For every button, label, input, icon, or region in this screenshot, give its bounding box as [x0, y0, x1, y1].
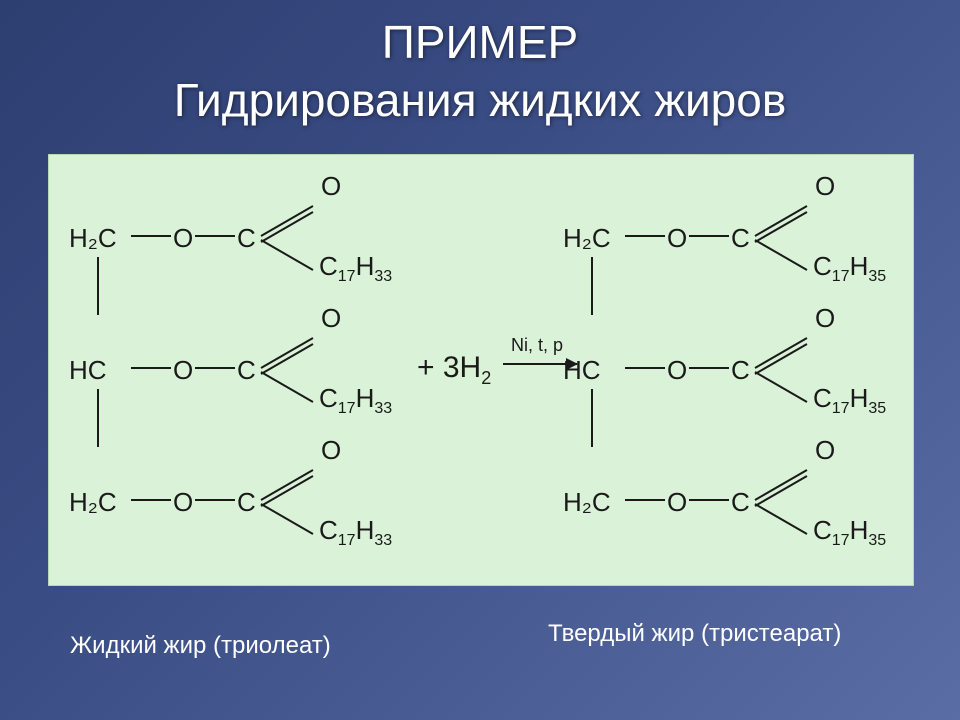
- bond: [625, 499, 665, 501]
- ester-branch: H₂C O C O C17H33: [69, 437, 399, 569]
- bond: [625, 235, 665, 237]
- alkyl-chain: C17H33: [319, 383, 392, 418]
- carbon-atom: C: [237, 355, 256, 386]
- double-bond: [755, 333, 811, 371]
- carbonyl-oxygen: O: [815, 435, 835, 466]
- carbon-atom: C: [731, 223, 750, 254]
- carbonyl-oxygen: O: [815, 303, 835, 334]
- double-bond: [261, 201, 317, 239]
- bond: [689, 367, 729, 369]
- bond: [755, 371, 808, 403]
- double-bond: [755, 201, 811, 239]
- bond: [131, 499, 171, 501]
- bond: [261, 503, 314, 535]
- ester-branch: H₂C O C O C17H35: [563, 437, 893, 569]
- backbone-atom: HC: [69, 355, 107, 386]
- slide: ПРИМЕР Гидрирования жидких жиров H₂C O C…: [0, 0, 960, 720]
- carbon-atom: C: [237, 487, 256, 518]
- double-bond: [261, 333, 317, 371]
- double-bond: [261, 465, 317, 503]
- carbon-atom: C: [731, 355, 750, 386]
- bond: [689, 235, 729, 237]
- ester-branch: HC O C O C17H33: [69, 305, 399, 437]
- reagent-hydrogen: + 3H2: [417, 351, 491, 389]
- backbone-atom: H₂C: [69, 487, 117, 518]
- alkyl-chain: C17H35: [813, 515, 886, 550]
- bond: [131, 367, 171, 369]
- bond: [261, 239, 314, 271]
- oxygen-atom: O: [173, 355, 193, 386]
- carbon-atom: C: [237, 223, 256, 254]
- caption-right: Твердый жир (тристеарат): [548, 620, 841, 648]
- oxygen-atom: O: [173, 223, 193, 254]
- bond: [689, 499, 729, 501]
- reaction-panel: H₂C O C O C17H33 HC O C O C17H33: [48, 154, 914, 586]
- bond: [261, 371, 314, 403]
- ester-branch: HC O C O C17H35: [563, 305, 893, 437]
- molecule-trioleate: H₂C O C O C17H33 HC O C O C17H33: [69, 173, 399, 569]
- backbone-atom: HC: [563, 355, 601, 386]
- title-line-1: ПРИМЕР: [0, 14, 960, 72]
- bond: [755, 239, 808, 271]
- molecule-tristearate: H₂C O C O C17H35 HC O C O C17H35: [563, 173, 893, 569]
- ester-branch: H₂C O C O C17H33: [69, 173, 399, 305]
- bond: [195, 367, 235, 369]
- backbone-atom: H₂C: [563, 487, 611, 518]
- alkyl-chain: C17H35: [813, 383, 886, 418]
- oxygen-atom: O: [173, 487, 193, 518]
- bond: [625, 367, 665, 369]
- oxygen-atom: O: [667, 487, 687, 518]
- title-line-2: Гидрирования жидких жиров: [0, 72, 960, 130]
- carbon-atom: C: [731, 487, 750, 518]
- oxygen-atom: O: [667, 223, 687, 254]
- carbonyl-oxygen: O: [815, 171, 835, 202]
- carbonyl-oxygen: O: [321, 171, 341, 202]
- alkyl-chain: C17H35: [813, 251, 886, 286]
- bond: [755, 503, 808, 535]
- bond: [195, 235, 235, 237]
- reaction-conditions: Ni, t, p: [511, 335, 563, 356]
- ester-branch: H₂C O C O C17H35: [563, 173, 893, 305]
- carbonyl-oxygen: O: [321, 435, 341, 466]
- bond: [195, 499, 235, 501]
- caption-left: Жидкий жир (триолеат): [70, 632, 331, 660]
- backbone-atom: H₂C: [563, 223, 611, 254]
- bond: [131, 235, 171, 237]
- carbonyl-oxygen: O: [321, 303, 341, 334]
- double-bond: [755, 465, 811, 503]
- slide-title: ПРИМЕР Гидрирования жидких жиров: [0, 0, 960, 129]
- alkyl-chain: C17H33: [319, 515, 392, 550]
- oxygen-atom: O: [667, 355, 687, 386]
- alkyl-chain: C17H33: [319, 251, 392, 286]
- backbone-atom: H₂C: [69, 223, 117, 254]
